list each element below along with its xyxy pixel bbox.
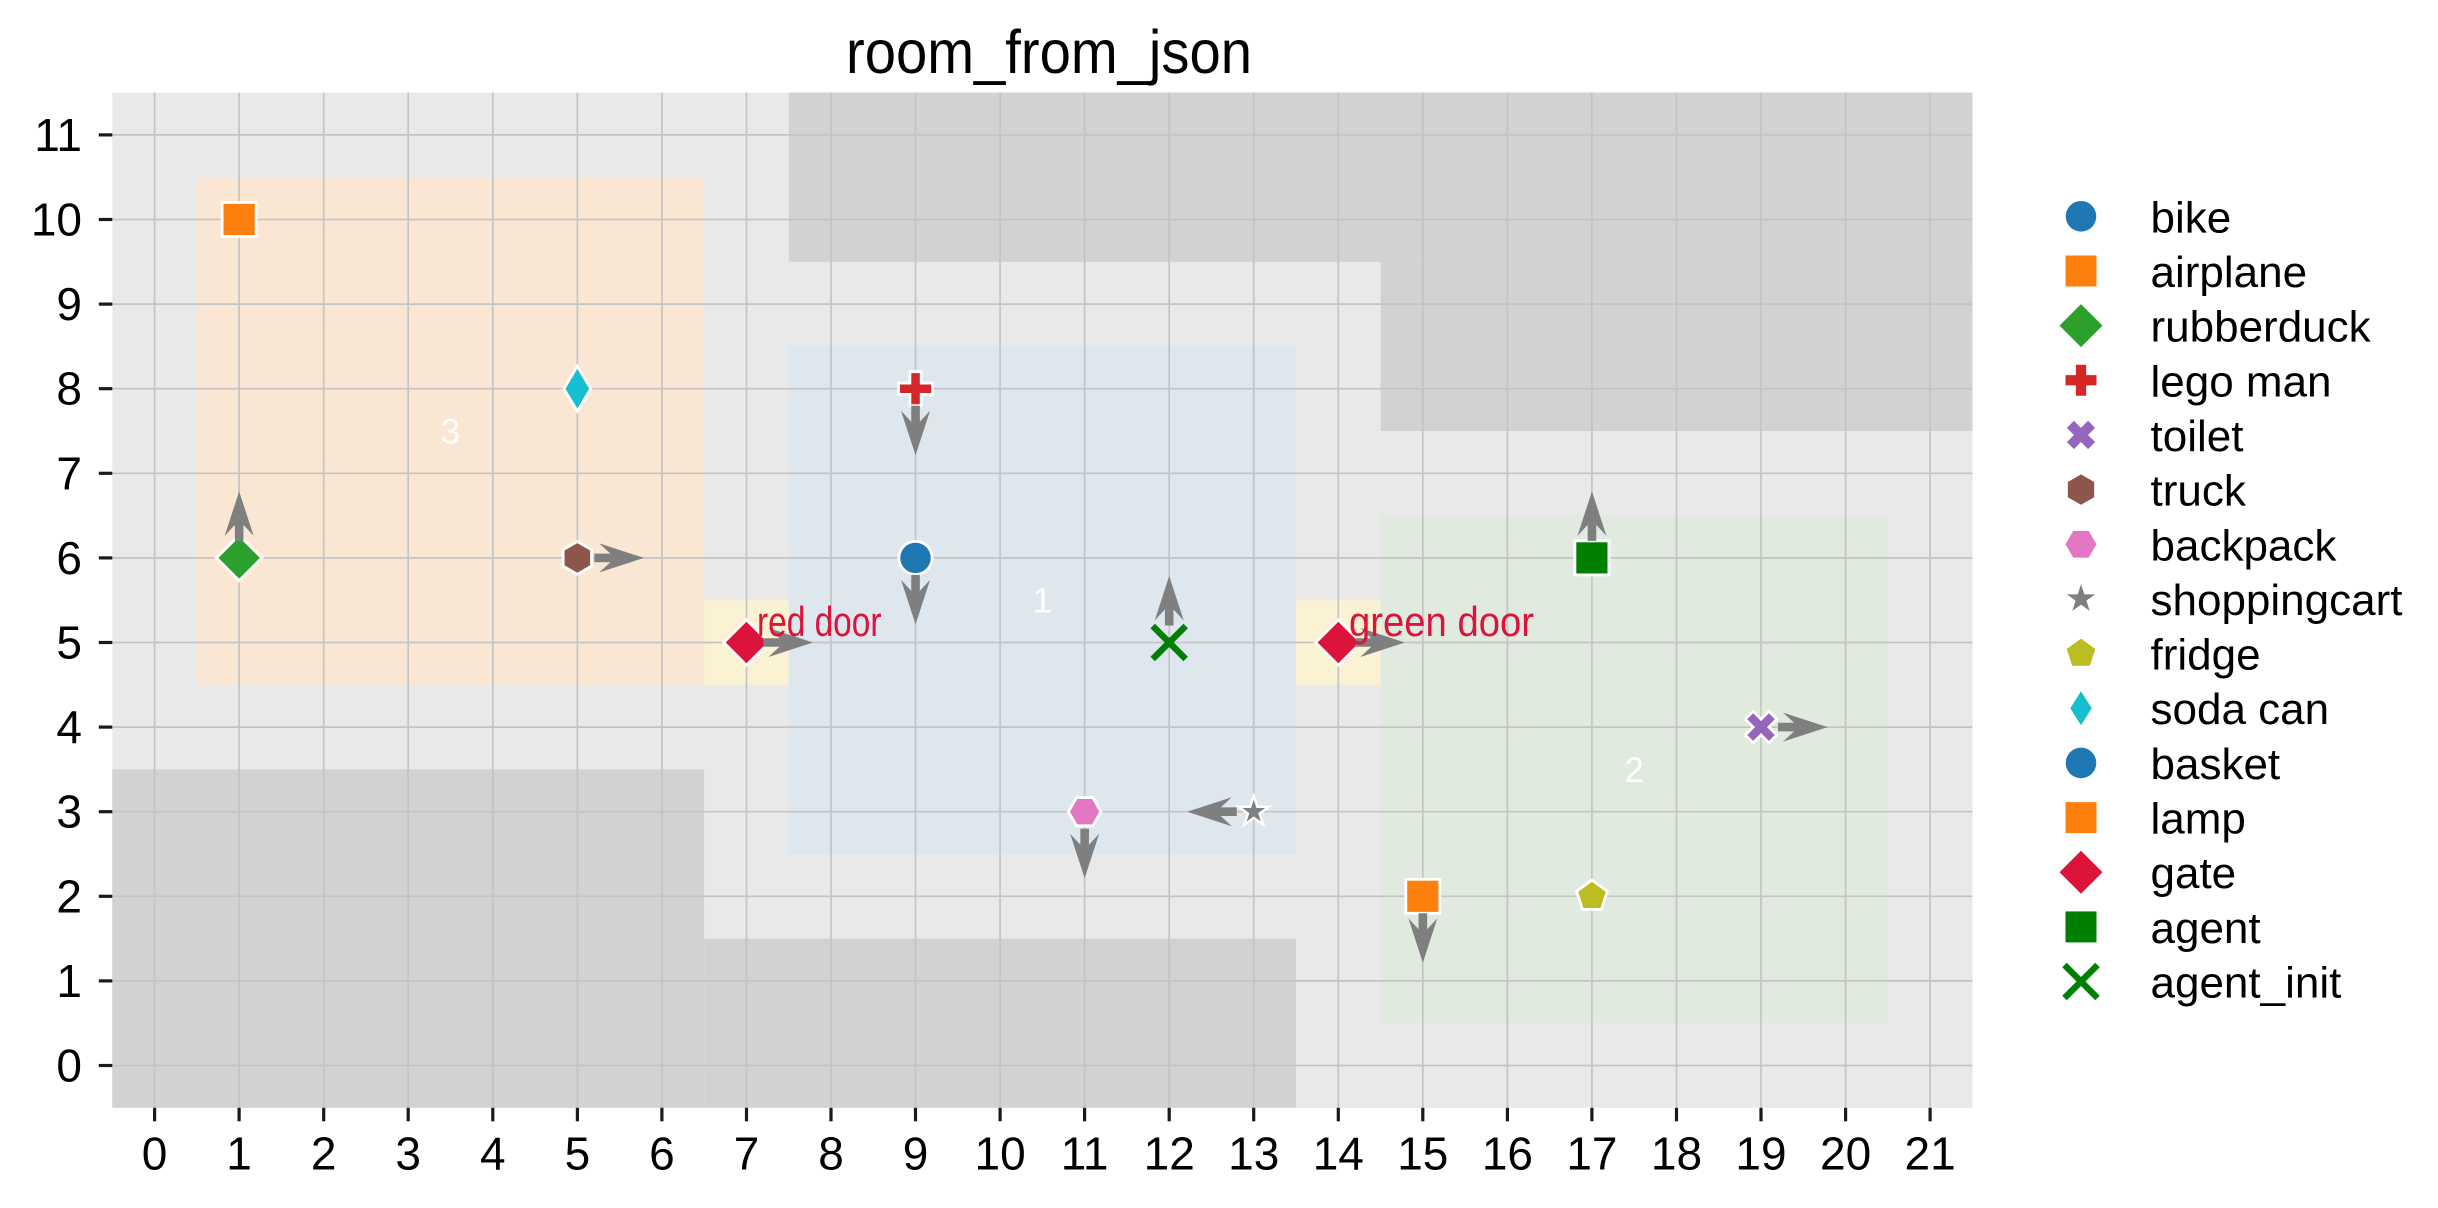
svg-text:red door: red door [757,598,882,645]
svg-text:15: 15 [1397,1128,1448,1180]
svg-text:3: 3 [395,1128,421,1180]
svg-text:7: 7 [734,1128,760,1180]
svg-text:14: 14 [1313,1128,1364,1180]
svg-text:toilet: toilet [2151,412,2244,461]
svg-text:0: 0 [56,1040,82,1092]
svg-text:11: 11 [34,109,82,161]
svg-text:19: 19 [1735,1128,1786,1180]
svg-text:shoppingcart: shoppingcart [2151,576,2403,625]
svg-text:1: 1 [1033,582,1052,621]
svg-text:soda can: soda can [2151,685,2330,734]
svg-text:8: 8 [818,1128,844,1180]
svg-text:7: 7 [56,447,82,499]
svg-text:0: 0 [142,1128,168,1180]
svg-text:1: 1 [56,955,82,1007]
svg-text:truck: truck [2151,467,2247,516]
svg-text:21: 21 [1905,1128,1956,1180]
svg-text:4: 4 [56,701,82,753]
svg-text:10: 10 [31,194,82,246]
svg-text:room_from_json: room_from_json [846,18,1252,86]
svg-text:6: 6 [649,1128,675,1180]
svg-text:13: 13 [1228,1128,1279,1180]
svg-text:agent_init: agent_init [2151,959,2342,1008]
svg-text:green door: green door [1349,598,1534,645]
svg-text:agent: agent [2151,904,2261,953]
svg-text:rubberduck: rubberduck [2151,303,2372,352]
svg-text:bike: bike [2151,193,2232,242]
svg-text:4: 4 [480,1128,506,1180]
svg-text:11: 11 [1061,1128,1109,1180]
svg-text:9: 9 [903,1128,929,1180]
svg-text:3: 3 [441,413,460,452]
svg-text:18: 18 [1651,1128,1702,1180]
svg-text:1: 1 [226,1128,252,1180]
svg-text:2: 2 [311,1128,337,1180]
svg-text:2: 2 [56,870,82,922]
svg-text:8: 8 [56,363,82,415]
svg-text:17: 17 [1566,1128,1617,1180]
svg-text:5: 5 [56,617,82,669]
svg-text:5: 5 [565,1128,591,1180]
svg-text:gate: gate [2151,849,2237,898]
svg-text:20: 20 [1820,1128,1871,1180]
svg-text:9: 9 [56,278,82,330]
svg-text:10: 10 [975,1128,1026,1180]
svg-text:fridge: fridge [2151,631,2261,680]
svg-text:2: 2 [1624,751,1643,790]
svg-text:3: 3 [56,786,82,838]
svg-text:lamp: lamp [2151,795,2246,844]
svg-text:backpack: backpack [2151,521,2338,570]
svg-text:lego man: lego man [2151,357,2332,406]
svg-text:6: 6 [56,532,82,584]
svg-text:16: 16 [1482,1128,1533,1180]
svg-text:basket: basket [2151,740,2281,789]
svg-text:airplane: airplane [2151,248,2308,297]
svg-text:12: 12 [1144,1128,1195,1180]
